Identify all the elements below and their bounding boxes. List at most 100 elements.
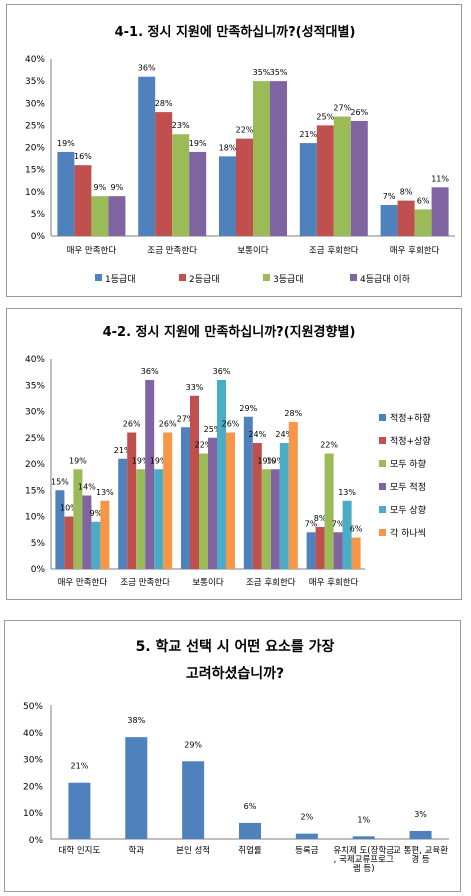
legend-label: 적정+하향 — [390, 412, 431, 424]
data-label: 19% — [189, 139, 207, 148]
x-tick-label: 취업률 — [238, 846, 262, 856]
data-label: 24% — [248, 430, 266, 439]
bar — [380, 205, 398, 236]
bar — [108, 196, 126, 236]
y-tick-label: 35% — [25, 77, 45, 87]
data-label: 36% — [213, 367, 231, 376]
data-label: 3% — [414, 810, 427, 819]
legend-label: 각 하나씩 — [390, 527, 426, 539]
x-tick-label: 조금 후회한다 — [309, 246, 359, 256]
data-label: 26% — [123, 420, 141, 429]
data-label: 21% — [114, 446, 132, 455]
data-label: 36% — [141, 367, 159, 376]
bar — [243, 416, 253, 569]
legend-swatch — [379, 414, 386, 421]
bar — [125, 737, 148, 839]
bar — [316, 125, 334, 236]
x-tick-label: 조금 만족한다 — [147, 246, 197, 256]
bar — [324, 453, 334, 569]
y-tick-label: 10% — [25, 513, 45, 523]
bar — [350, 120, 368, 236]
legend-label: 모두 하향 — [390, 458, 426, 470]
data-label: 13% — [96, 488, 114, 497]
bar — [172, 134, 190, 236]
legend-label: 모두 적정 — [390, 481, 426, 493]
x-tick-label: 학과 — [128, 845, 144, 856]
legend-swatch — [95, 274, 102, 281]
chart-svg-4-1: 4-1. 정시 지원에 만족하십니까?(성적대별) 0% 5% 10% 15% 20% 25… — [25, 24, 455, 285]
bar — [155, 112, 173, 236]
bar — [82, 495, 92, 569]
y-tick-label: 25% — [25, 434, 45, 444]
bar — [55, 490, 65, 569]
bar — [270, 81, 287, 236]
data-label: 7% — [383, 192, 396, 201]
bar — [236, 138, 253, 236]
legend-swatch — [379, 483, 386, 490]
chart-panel-4-2: 4-2. 정시 지원에 만족하십니까?(지원경향별) 0% 5% 10% 15% 20% 2… — [6, 308, 462, 600]
bar — [91, 196, 109, 236]
data-label: 13% — [338, 488, 356, 497]
data-label: 16% — [74, 152, 92, 161]
legend-swatch — [350, 274, 357, 281]
y-tick-label: 5% — [31, 539, 46, 549]
bar — [288, 422, 298, 569]
bar — [73, 469, 83, 569]
data-label: 7% — [305, 519, 318, 528]
legend-label: 2등급대 — [189, 274, 220, 285]
bar — [279, 443, 289, 569]
bar — [270, 469, 280, 569]
bar — [295, 833, 318, 839]
data-label: 15% — [51, 477, 69, 486]
bar — [136, 469, 146, 569]
bar — [208, 437, 217, 569]
x-tick-label: 조금 후회한다 — [246, 578, 296, 588]
bar — [252, 443, 262, 569]
data-label: 27% — [333, 104, 351, 113]
bar — [409, 830, 432, 839]
chart-panel-5: 5. 학교 선택 시 어떤 요소를 가장 고려하셨습니까? 0% 10% 20% 30% 4… — [4, 620, 461, 892]
bar — [342, 500, 352, 569]
bar — [333, 116, 351, 236]
bar — [219, 156, 236, 236]
bar — [253, 81, 270, 236]
chart-title: 4-2. 정시 지원에 만족하십니까?(지원경향별) — [103, 324, 356, 340]
bar — [299, 143, 317, 236]
y-tick-label: 0% — [31, 232, 46, 242]
y-tick-label: 0% — [31, 565, 46, 575]
x-tick-label: 본인 성적 — [176, 845, 210, 856]
y-tick-label: 5% — [31, 210, 46, 220]
x-tick-label: , 국제교류프로그 — [334, 855, 394, 865]
x-tick-label: 보통이다 — [237, 245, 268, 256]
bar — [333, 532, 343, 569]
bar — [57, 151, 75, 236]
bar — [226, 432, 235, 569]
legend-swatch — [379, 437, 386, 444]
data-label: 6% — [417, 196, 430, 205]
x-tick-label: 램 등) — [353, 863, 375, 874]
x-tick-label: 매우 후회한다 — [390, 246, 440, 256]
y-tick-label: 30% — [23, 756, 43, 766]
x-tick-label: 유치제 도(장학금 — [333, 845, 394, 856]
data-label: 26% — [222, 420, 240, 429]
data-label: 29% — [184, 740, 202, 749]
legend-swatch — [379, 529, 386, 536]
data-label: 8% — [400, 188, 413, 197]
data-label: 19% — [257, 456, 275, 465]
y-tick-label: 30% — [25, 408, 45, 418]
bar — [154, 469, 164, 569]
legend-label: 1등급대 — [105, 274, 136, 285]
data-label: 9% — [90, 509, 103, 518]
x-tick-label: 등록금 — [295, 846, 319, 856]
legend-label: 4등급대 이하 — [360, 274, 411, 285]
x-tick-label: 교 통편, 교육환 — [393, 845, 448, 856]
chart-title-line: 고려하셨습니까? — [186, 665, 284, 682]
data-label: 26% — [350, 108, 368, 117]
x-tick-label: 조금 만족한다 — [120, 578, 170, 588]
x-tick-label: 매우 만족한다 — [58, 578, 108, 588]
bar — [163, 432, 173, 569]
data-label: 6% — [244, 802, 257, 811]
bar — [199, 453, 208, 569]
bar — [74, 165, 92, 236]
